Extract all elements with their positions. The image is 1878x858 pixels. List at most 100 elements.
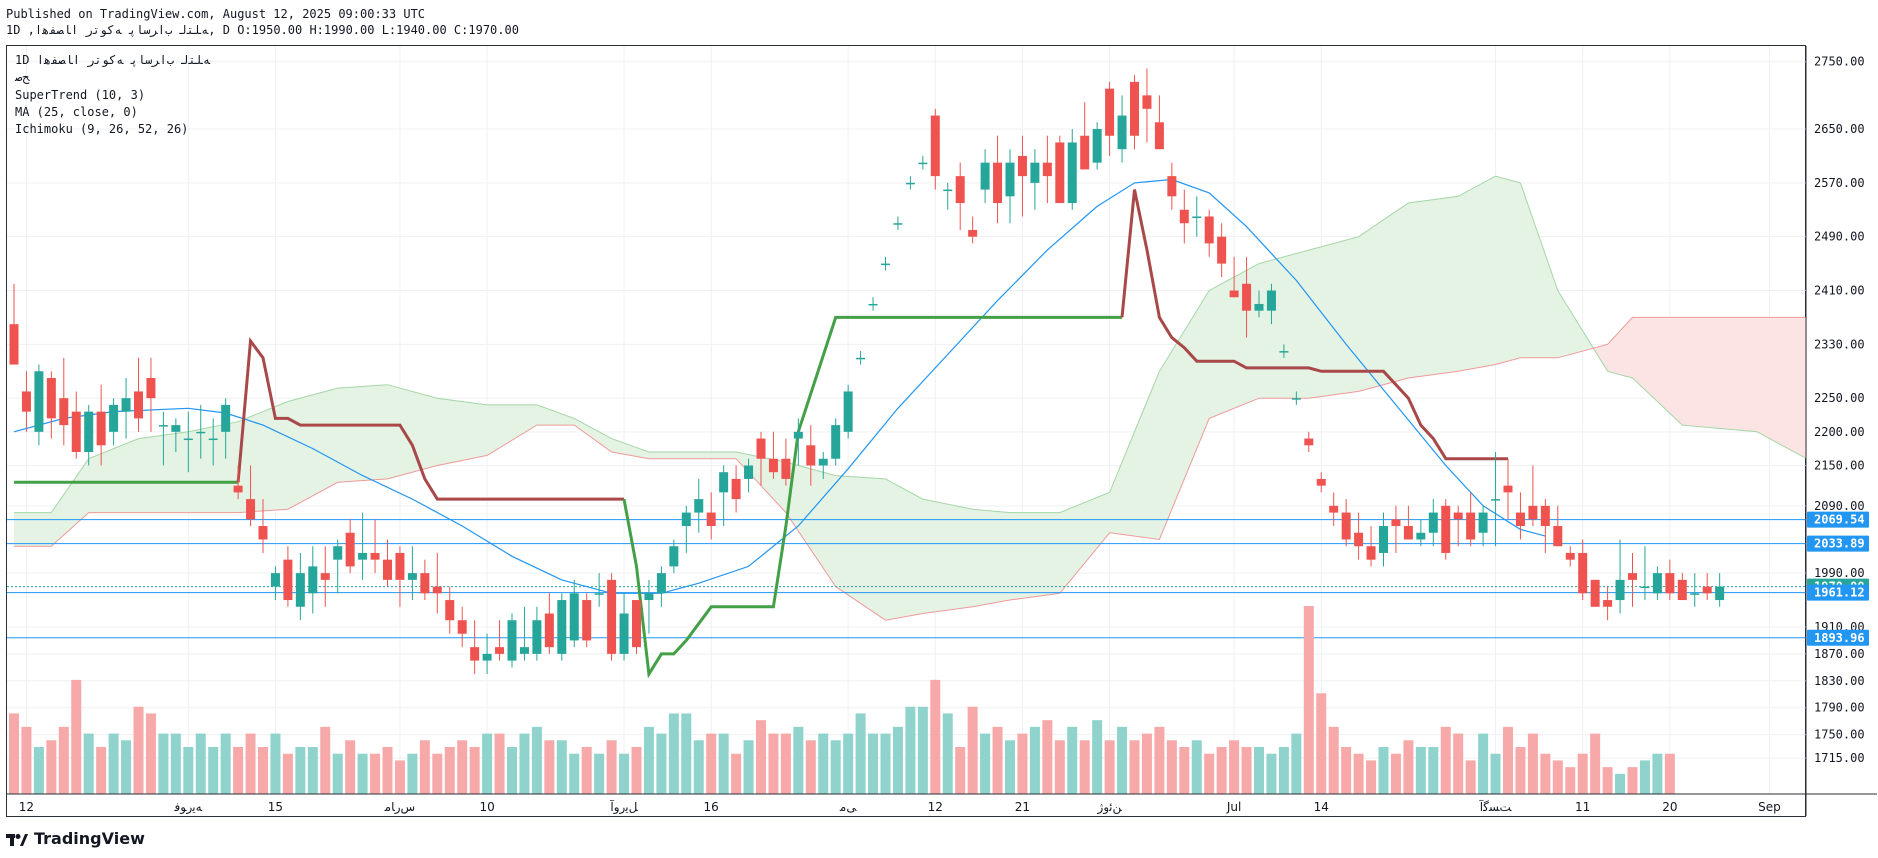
volume-bar bbox=[295, 747, 306, 794]
volume-bar bbox=[706, 733, 717, 794]
volume-bar bbox=[432, 753, 443, 794]
volume-bar bbox=[1465, 760, 1476, 794]
volume-bar bbox=[955, 747, 966, 794]
volume-bar bbox=[594, 753, 605, 794]
candle-body bbox=[793, 431, 803, 439]
legend-supertrend[interactable]: SuperTrend (10, 3) bbox=[15, 88, 146, 102]
volume-bar bbox=[158, 733, 169, 794]
candle-body bbox=[208, 438, 218, 441]
candle-body bbox=[1677, 579, 1687, 601]
candle-body bbox=[1179, 209, 1189, 224]
volume-bar bbox=[606, 740, 617, 794]
candle-body bbox=[308, 566, 318, 594]
candle-body bbox=[980, 162, 990, 190]
candle-body bbox=[1428, 512, 1438, 533]
candle-body bbox=[544, 613, 554, 648]
candle-body bbox=[1067, 142, 1077, 204]
volume-bar bbox=[307, 747, 318, 794]
x-tick-label: 20 bbox=[1662, 800, 1677, 814]
candle-body bbox=[1578, 552, 1588, 594]
candle-body bbox=[1690, 593, 1700, 595]
volume-bar bbox=[930, 679, 941, 794]
volume-bar bbox=[992, 726, 1003, 794]
candle-body bbox=[1640, 586, 1650, 589]
volume-bar bbox=[519, 733, 530, 794]
candle-body bbox=[1628, 573, 1637, 580]
candle-body bbox=[1466, 512, 1476, 540]
supertrend-up-line bbox=[622, 315, 1122, 679]
legend-ichimoku[interactable]: Ichimoku (9, 26, 52, 26) bbox=[15, 122, 189, 136]
volume-bar bbox=[1415, 747, 1426, 794]
candle-body bbox=[781, 458, 791, 479]
candle-body bbox=[930, 115, 940, 177]
y-tick-label: 1830.00 bbox=[1814, 674, 1865, 688]
price-label-box bbox=[1807, 535, 1869, 552]
candle-body bbox=[1354, 532, 1364, 547]
candle-body bbox=[1391, 519, 1401, 527]
candle-body bbox=[1080, 135, 1090, 170]
candle-body bbox=[1403, 526, 1413, 540]
volume-bar bbox=[320, 726, 331, 794]
volume-bar bbox=[46, 740, 57, 794]
candle-body bbox=[619, 613, 629, 654]
tradingview-brand[interactable]: TradingView bbox=[6, 829, 145, 848]
volume-bar bbox=[1353, 753, 1364, 794]
volume-bar bbox=[1440, 726, 1451, 794]
price-label-text: 2033.89 bbox=[1814, 537, 1865, 551]
price-label-box bbox=[1807, 584, 1869, 601]
legend-ma[interactable]: MA (25, close, 0) bbox=[15, 105, 138, 119]
volume-bar bbox=[967, 706, 978, 794]
volume-bar bbox=[544, 740, 555, 794]
x-tick-label: Sep bbox=[1758, 800, 1781, 814]
volume-bar bbox=[1029, 726, 1040, 794]
candle-body bbox=[1092, 129, 1102, 163]
volume-bar bbox=[1067, 726, 1078, 794]
candle-body bbox=[1167, 176, 1177, 197]
candle-body bbox=[1204, 216, 1214, 244]
candle-body bbox=[507, 620, 517, 661]
volume-bar bbox=[656, 733, 667, 794]
volume-bar bbox=[370, 753, 381, 794]
candle-body bbox=[1553, 526, 1563, 547]
y-tick-label: 2250.00 bbox=[1814, 391, 1865, 405]
volume-bar bbox=[407, 753, 418, 794]
candle-body bbox=[96, 411, 106, 446]
volume-bar bbox=[1478, 733, 1489, 794]
volume-bar bbox=[170, 733, 181, 794]
volume-bar bbox=[1503, 726, 1513, 794]
volume-bar bbox=[133, 706, 144, 794]
x-tick-label: 12 bbox=[928, 800, 943, 814]
candle-body bbox=[1117, 115, 1127, 150]
candle-body bbox=[881, 263, 890, 266]
candle-body bbox=[1192, 216, 1202, 218]
ichimoku-span-b bbox=[14, 316, 1807, 621]
candle-body bbox=[221, 404, 231, 432]
volume-bar bbox=[1403, 740, 1414, 794]
candle-body bbox=[183, 438, 193, 441]
candle-body bbox=[1603, 600, 1613, 607]
volume-bar bbox=[96, 747, 107, 794]
y-tick-label: 2200.00 bbox=[1814, 425, 1865, 439]
volume-bar bbox=[718, 733, 729, 794]
volume-bar bbox=[1664, 753, 1675, 794]
volume-bar bbox=[83, 733, 94, 794]
candle-body bbox=[270, 573, 280, 587]
volume-bar bbox=[780, 733, 791, 794]
legend-symbol[interactable]: 1D ﻪﻠﺘﻟ ﺏﺍﺮﺳﺎﭘ ﻪﮐﻮﺗﺭ ﺍﺎﺼﻔﻫﺍ bbox=[15, 53, 211, 67]
candle-body bbox=[1565, 552, 1575, 560]
x-tick-label: 12 bbox=[19, 800, 34, 814]
candle-body bbox=[632, 600, 641, 648]
candle-body bbox=[1615, 579, 1625, 601]
candle-body bbox=[233, 485, 243, 493]
y-tick-label: 2410.00 bbox=[1814, 284, 1865, 298]
x-tick-label: Jul bbox=[1226, 800, 1241, 814]
candle-body bbox=[370, 552, 380, 560]
candle-body bbox=[1017, 155, 1027, 177]
candle-body bbox=[607, 579, 617, 654]
volume-bar bbox=[33, 747, 44, 794]
candle-body bbox=[594, 593, 604, 595]
y-tick-label: 2650.00 bbox=[1814, 122, 1865, 136]
candle-body bbox=[831, 425, 841, 459]
volume-bar bbox=[220, 733, 231, 794]
